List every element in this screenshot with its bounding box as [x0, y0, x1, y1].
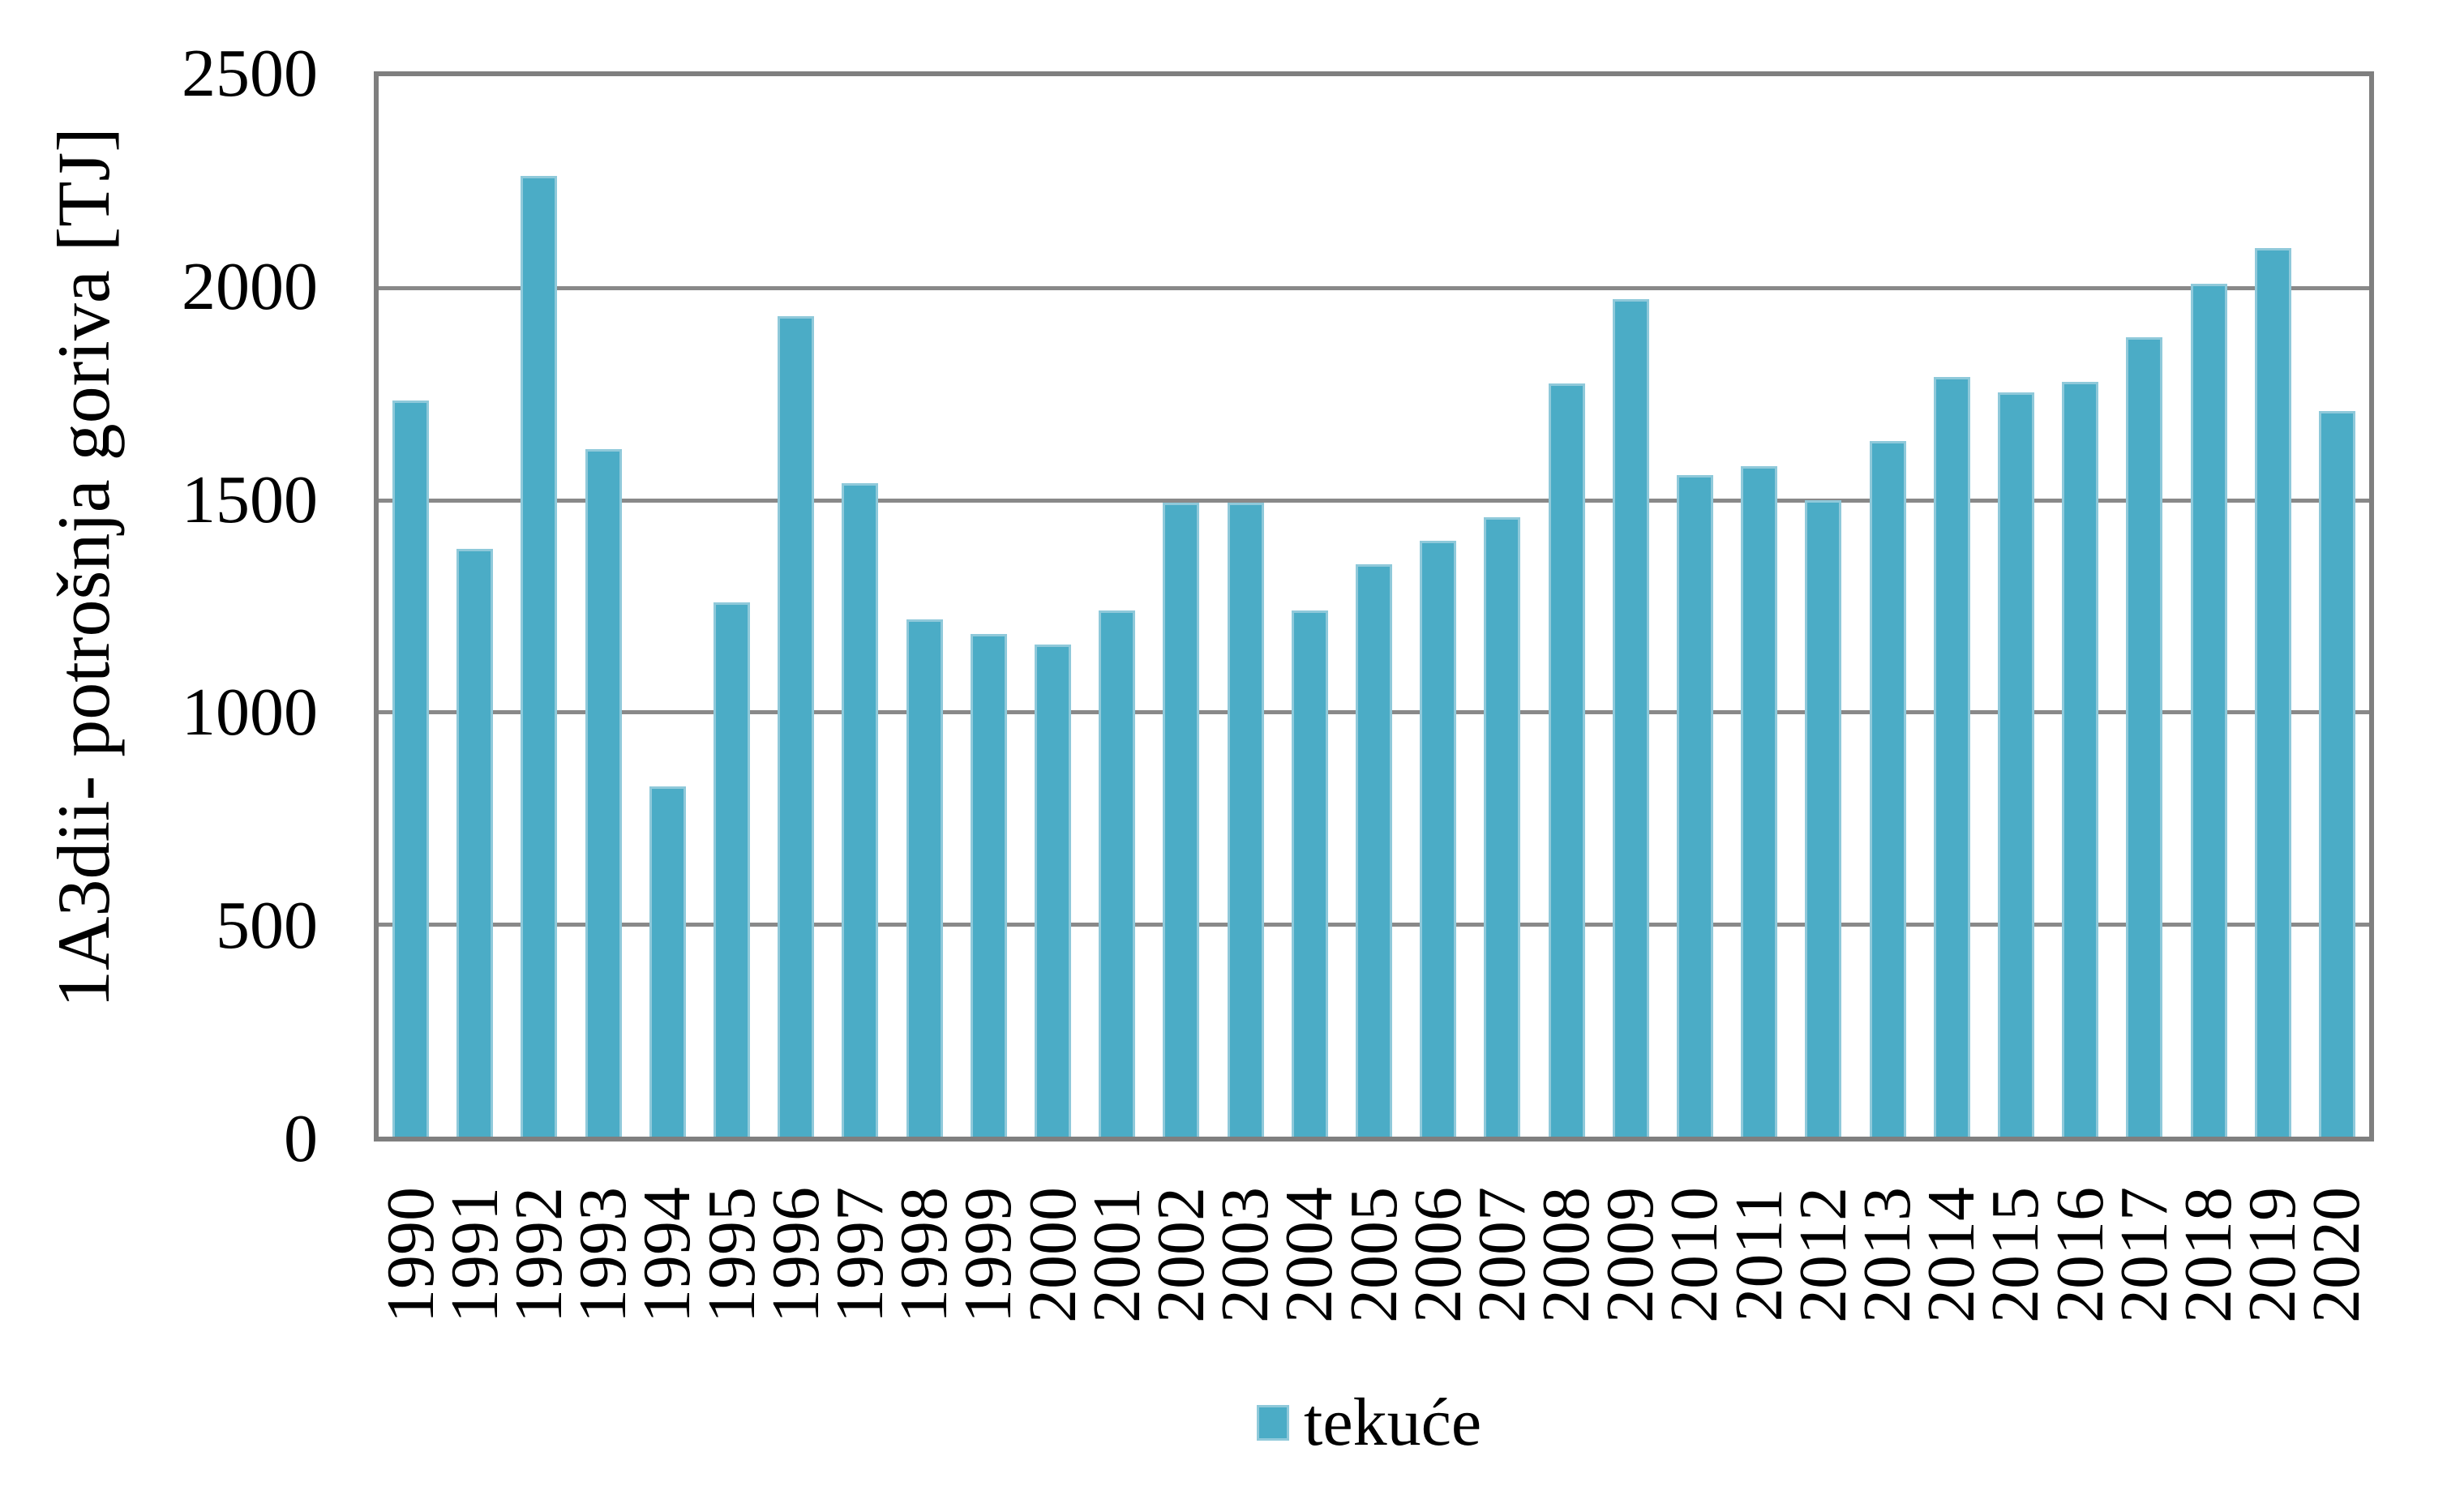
y-axis-tick-labels: 0 500 1000 1500 2000 2500: [0, 36, 318, 1176]
bar-2000: [1035, 645, 1072, 1137]
bar-2020: [2318, 411, 2355, 1137]
bar-2004: [1291, 610, 1328, 1137]
x-tick-label-2015: 2015: [1978, 1187, 2054, 1323]
x-tick-label-2010: 2010: [1656, 1187, 1733, 1323]
x-tick-label-2009: 2009: [1592, 1187, 1669, 1323]
y-tick-label-2500: 2500: [182, 36, 318, 111]
bar-2016: [2062, 382, 2099, 1137]
bar-1990: [392, 400, 430, 1137]
bar-2012: [1805, 500, 1842, 1137]
bar-2014: [1933, 377, 1970, 1137]
legend: tekuće: [1257, 1385, 1482, 1460]
x-tick-label-2000: 2000: [1014, 1187, 1091, 1323]
bar-2017: [2126, 337, 2163, 1137]
bar-2006: [1420, 541, 1457, 1137]
y-tick-label-0: 0: [284, 1101, 318, 1176]
x-tick-label-2013: 2013: [1849, 1187, 1926, 1323]
bar-2007: [1484, 517, 1521, 1137]
x-tick-label-1991: 1991: [436, 1187, 512, 1323]
x-tick-label-2019: 2019: [2235, 1187, 2311, 1323]
bar-2003: [1227, 503, 1264, 1137]
bar-2018: [2190, 284, 2227, 1137]
bar-2010: [1676, 475, 1713, 1137]
x-tick-label-2004: 2004: [1271, 1187, 1348, 1323]
x-tick-label-1992: 1992: [500, 1187, 576, 1323]
y-tick-label-1000: 1000: [182, 675, 318, 751]
x-tick-label-2006: 2006: [1399, 1187, 1476, 1323]
x-tick-label-1993: 1993: [565, 1187, 641, 1323]
x-tick-label-2020: 2020: [2299, 1187, 2375, 1323]
x-tick-label-1997: 1997: [821, 1187, 898, 1323]
bar-1998: [906, 619, 943, 1137]
legend-swatch-tekuce: [1257, 1405, 1289, 1441]
bar-2013: [1869, 441, 1906, 1137]
bar-2019: [2254, 248, 2291, 1137]
x-tick-label-1996: 1996: [757, 1187, 834, 1323]
x-tick-label-1998: 1998: [886, 1187, 962, 1323]
x-tick-label-2018: 2018: [2171, 1187, 2247, 1323]
bar-1996: [778, 316, 815, 1137]
x-tick-label-1990: 1990: [372, 1187, 448, 1323]
bar-2002: [1163, 503, 1200, 1137]
bar-1997: [842, 483, 879, 1137]
bars-layer: [379, 76, 2369, 1137]
bar-1999: [970, 634, 1007, 1137]
x-tick-label-2016: 2016: [2042, 1187, 2118, 1323]
bar-2001: [1099, 610, 1136, 1137]
bar-2009: [1612, 299, 1649, 1137]
y-tick-label-2000: 2000: [182, 248, 318, 324]
y-tick-label-1500: 1500: [182, 461, 318, 538]
x-tick-label-2008: 2008: [1528, 1187, 1605, 1323]
bar-1992: [521, 176, 558, 1137]
bar-2011: [1741, 466, 1778, 1137]
x-tick-label-2011: 2011: [1721, 1188, 1797, 1322]
x-tick-label-2001: 2001: [1078, 1187, 1155, 1323]
x-tick-label-2002: 2002: [1142, 1187, 1219, 1323]
bar-1993: [585, 449, 622, 1137]
bar-2008: [1548, 383, 1585, 1137]
bar-2005: [1356, 564, 1392, 1137]
bar-2015: [1997, 392, 2034, 1137]
x-tick-label-2012: 2012: [1785, 1187, 1861, 1323]
bar-1995: [714, 602, 751, 1137]
x-tick-label-2003: 2003: [1207, 1187, 1283, 1323]
gridline-1500: [379, 498, 2369, 503]
bar-1991: [456, 549, 494, 1137]
x-tick-label-2007: 2007: [1463, 1187, 1540, 1323]
plot-area: [374, 71, 2374, 1141]
bar-1994: [649, 786, 686, 1137]
x-tick-label-1995: 1995: [693, 1187, 769, 1323]
legend-label: tekuće: [1304, 1385, 1482, 1460]
x-tick-label-2005: 2005: [1335, 1187, 1412, 1323]
x-tick-label-1994: 1994: [629, 1187, 705, 1323]
x-tick-label-2017: 2017: [2106, 1187, 2182, 1323]
x-tick-label-2014: 2014: [1913, 1187, 1990, 1323]
x-tick-label-1999: 1999: [950, 1187, 1026, 1323]
gridline-2000: [379, 286, 2369, 291]
y-tick-label-500: 500: [216, 888, 318, 964]
